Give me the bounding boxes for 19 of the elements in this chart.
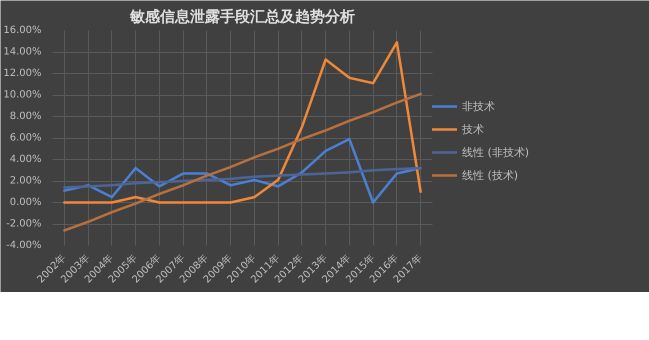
y-tick-label: 14.00%	[3, 46, 42, 58]
y-tick-label: -2.00%	[6, 218, 42, 230]
y-tick-label: 4.00%	[10, 154, 42, 165]
y-tick-label: 16.00%	[3, 25, 42, 36]
y-tick-label: 12.00%	[3, 68, 42, 79]
y-tick-label: 2.00%	[10, 176, 42, 186]
y-tick-label: 6.00%	[10, 132, 42, 144]
y-tick-label: 0.00%	[10, 197, 42, 208]
legend-label: 非技术	[462, 98, 495, 114]
legend-label: 技术	[462, 122, 484, 136]
y-tick-label: 8.00%	[10, 111, 42, 122]
line-series	[63, 92, 422, 232]
y-tick-label: 10.00%	[3, 90, 42, 100]
y-tick-label: -4.00%	[6, 240, 42, 251]
line-series	[63, 166, 422, 189]
line-series	[63, 41, 422, 204]
legend-label: 线性 (技术)	[462, 168, 518, 182]
chart-title: 敏感信息泄露手段汇总及趋势分析	[129, 8, 355, 26]
legend-label: 线性 (非技术)	[462, 144, 530, 160]
